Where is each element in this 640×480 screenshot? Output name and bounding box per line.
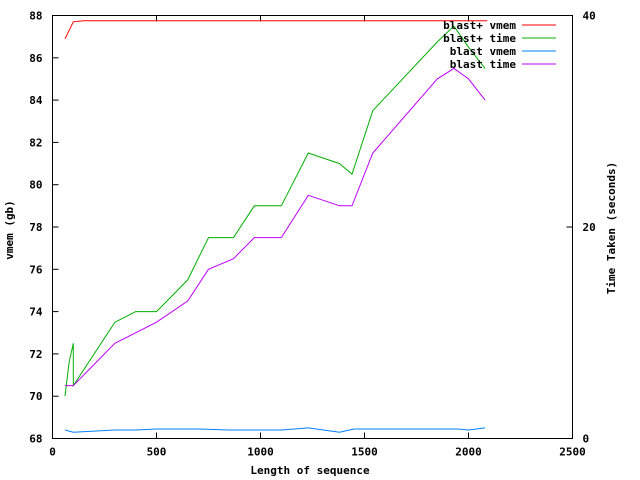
y-tick-label: 72 [29, 348, 42, 361]
series-line-blast-vmem [64, 427, 486, 433]
y2-tick-label: 0 [583, 433, 590, 446]
x-axis-title: Length of sequence [250, 464, 370, 477]
y-tick-label: 84 [29, 94, 43, 107]
y-axis-title: vmem (gb) [3, 200, 16, 260]
y2-tick-label: 40 [583, 10, 596, 23]
y2-axis-ticks: 0 20 40 [566, 10, 596, 446]
series-line-blast-vmem [64, 20, 488, 40]
legend-label: blast+ time [443, 32, 516, 45]
y-tick-label: 68 [29, 433, 42, 446]
x-tick-label: 1500 [351, 446, 378, 459]
y-tick-label: 70 [29, 390, 42, 403]
y-tick-label: 78 [29, 221, 42, 234]
series-line-blast-time [65, 67, 486, 387]
y-tick-label: 86 [29, 52, 43, 65]
y-axis-ticks: 68 70 72 74 76 78 80 82 84 86 88 [29, 10, 59, 446]
y2-tick-label: 20 [583, 221, 596, 234]
x-axis-ticks: 0 500 1000 1500 2000 2500 [49, 15, 586, 459]
y2-axis-title: Time Taken (seconds) [605, 162, 618, 294]
plot-frame [52, 15, 573, 439]
y-tick-label: 88 [29, 10, 42, 23]
y-tick-label: 82 [29, 136, 42, 149]
y-tick-label: 76 [29, 263, 43, 276]
legend-label: blast time [450, 58, 517, 71]
legend-label: blast vmem [450, 45, 517, 58]
y-tick-label: 74 [29, 306, 43, 319]
x-tick-label: 1000 [247, 446, 274, 459]
y-tick-label: 80 [29, 179, 42, 192]
x-tick-label: 2000 [455, 446, 482, 459]
x-tick-label: 500 [147, 446, 167, 459]
series-lines [64, 20, 488, 433]
x-tick-label: 2500 [559, 446, 586, 459]
legend-label: blast+ vmem [443, 19, 516, 32]
series-line-blast-time [64, 25, 486, 397]
x-tick-label: 0 [49, 446, 56, 459]
